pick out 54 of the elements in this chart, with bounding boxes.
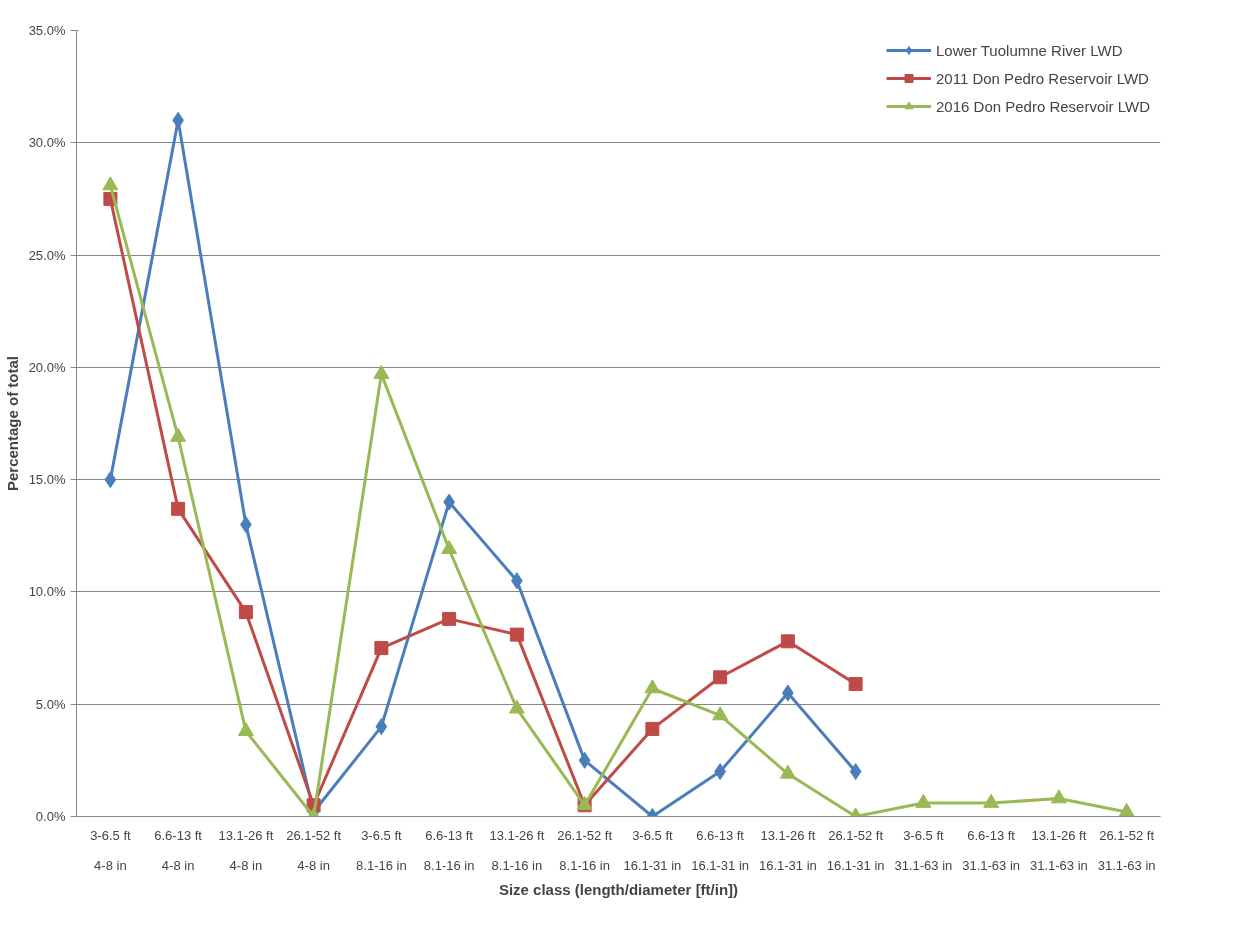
- point: [983, 793, 1000, 808]
- x-tick-label: 3-6.5 ft 4-8 in: [90, 827, 131, 873]
- x-tick-label: 13.1-26 ft 4-8 in: [218, 827, 274, 873]
- point: [713, 670, 728, 685]
- x-tick-label: 3-6.5 ft 16.1-31 in: [623, 827, 682, 873]
- x-tick-label: 3-6.5 ft 31.1-63 in: [894, 827, 953, 873]
- x-tick-label: 26.1-52 ft 4-8 in: [286, 827, 342, 873]
- point: [375, 718, 388, 736]
- x-tick-label: 13.1-26 ft 16.1-31 in: [758, 827, 817, 873]
- point: [779, 764, 796, 779]
- x-tick-label: 13.1-26 ft 31.1-63 in: [1029, 827, 1088, 873]
- y-tick-label: 30.0%: [28, 135, 66, 151]
- point: [238, 605, 253, 620]
- x-tick-label: 26.1-52 ft 16.1-31 in: [826, 827, 885, 873]
- point: [644, 679, 661, 694]
- x-tick-label: 26.1-52 ft 31.1-63 in: [1097, 827, 1156, 873]
- point: [104, 471, 117, 489]
- point: [102, 176, 119, 191]
- y-tick-label: 10.0%: [28, 584, 66, 600]
- point: [1050, 789, 1067, 804]
- y-axis-title: Percentage of total: [3, 355, 21, 492]
- point: [712, 706, 729, 721]
- x-tick-label: 3-6.5 ft 8.1-16 in: [356, 827, 407, 873]
- x-tick-label: 6.6-13 ft 16.1-31 in: [691, 827, 750, 873]
- point: [509, 627, 524, 642]
- y-tick-label: 20.0%: [28, 359, 66, 375]
- point: [780, 634, 795, 649]
- point: [1118, 802, 1135, 817]
- y-tick-label: 25.0%: [28, 247, 66, 263]
- point: [171, 501, 186, 516]
- point: [441, 540, 458, 555]
- point: [849, 763, 862, 781]
- x-tick-label: 6.6-13 ft 4-8 in: [154, 827, 203, 873]
- x-tick-label: 13.1-26 ft 8.1-16 in: [489, 827, 545, 873]
- y-tick-label: 0.0%: [35, 809, 66, 824]
- point: [848, 677, 863, 691]
- y-tick-label: 5.0%: [35, 696, 66, 712]
- y-tick-label: 15.0%: [28, 472, 66, 488]
- point: [645, 721, 660, 736]
- legend-label: 2016 Don Pedro Reservoir LWD: [936, 97, 1150, 115]
- point: [578, 751, 591, 769]
- x-tick-label: 6.6-13 ft 8.1-16 in: [423, 827, 475, 873]
- point: [374, 641, 389, 656]
- x-tick-label: 6.6-13 ft 31.1-63 in: [962, 827, 1021, 873]
- x-tick-label: 26.1-52 ft 8.1-16 in: [557, 827, 613, 873]
- legend-label: Lower Tuolumne River LWD: [936, 41, 1123, 59]
- x-axis-title: Size class (length/diameter [ft/in]): [498, 880, 739, 898]
- point: [170, 427, 187, 442]
- point: [915, 793, 932, 808]
- point: [442, 611, 457, 626]
- y-tick-label: 35.0%: [28, 23, 66, 38]
- point: [508, 699, 525, 714]
- legend-label: 2011 Don Pedro Reservoir LWD: [936, 69, 1149, 87]
- point: [237, 722, 254, 736]
